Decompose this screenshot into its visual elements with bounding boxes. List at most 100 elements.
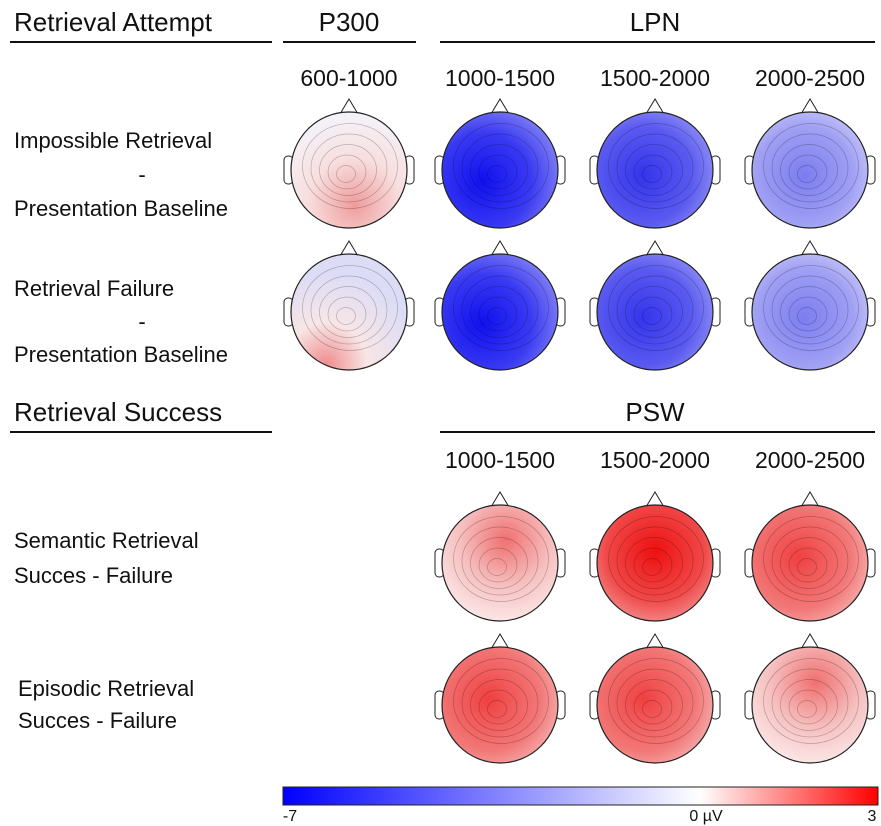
contour bbox=[625, 679, 683, 731]
window-label: 1000-1500 bbox=[445, 65, 555, 91]
colorbar: -7 0 µV 3 bbox=[282, 786, 879, 825]
scalp bbox=[751, 646, 869, 764]
contour bbox=[625, 537, 683, 589]
nose bbox=[800, 240, 820, 257]
topomap bbox=[434, 491, 566, 622]
contour bbox=[478, 296, 518, 332]
colorbar-label: 0 µV bbox=[689, 808, 723, 825]
contour bbox=[310, 133, 388, 203]
nose bbox=[490, 98, 510, 115]
section-title: Retrieval Attempt bbox=[14, 7, 213, 37]
nose bbox=[800, 633, 820, 650]
group-label: P300 bbox=[319, 7, 380, 37]
contour bbox=[788, 547, 828, 583]
contour bbox=[453, 123, 549, 209]
contour bbox=[771, 668, 849, 738]
colorbar-gradient bbox=[282, 786, 879, 806]
nose bbox=[645, 98, 665, 115]
row-label: - bbox=[138, 162, 145, 187]
scalp bbox=[751, 253, 869, 371]
contour bbox=[453, 658, 549, 744]
contour bbox=[487, 558, 507, 576]
scalp bbox=[596, 646, 714, 764]
window-label: 2000-2500 bbox=[755, 447, 865, 473]
row-label: Presentation Baseline bbox=[14, 196, 228, 221]
contour bbox=[470, 144, 528, 196]
contour bbox=[642, 165, 662, 183]
contour bbox=[478, 689, 518, 725]
contour bbox=[336, 165, 356, 183]
contour bbox=[797, 700, 817, 718]
scalp bbox=[441, 504, 559, 622]
contour bbox=[771, 133, 849, 203]
contour bbox=[788, 689, 828, 725]
scalp bbox=[441, 253, 559, 371]
nose bbox=[490, 240, 510, 257]
contour bbox=[797, 558, 817, 576]
topomap bbox=[283, 98, 415, 229]
colorbar-label: 3 bbox=[868, 808, 877, 825]
contour bbox=[608, 516, 704, 602]
colorbar-label: -7 bbox=[283, 808, 297, 825]
scalp bbox=[751, 504, 869, 622]
nose bbox=[490, 633, 510, 650]
contour bbox=[453, 516, 549, 602]
contour bbox=[616, 275, 694, 345]
window-label: 2000-2500 bbox=[755, 65, 865, 91]
window-label: 1000-1500 bbox=[445, 447, 555, 473]
section-title: Retrieval Success bbox=[14, 397, 222, 427]
contour bbox=[780, 537, 838, 589]
contour bbox=[797, 165, 817, 183]
scalp bbox=[596, 111, 714, 229]
group-label: PSW bbox=[625, 397, 685, 427]
row-label: Succes - Failure bbox=[18, 708, 177, 733]
contour bbox=[327, 154, 367, 190]
contour bbox=[642, 558, 662, 576]
contour bbox=[771, 526, 849, 596]
contour bbox=[461, 526, 539, 596]
contour bbox=[642, 700, 662, 718]
contour bbox=[608, 123, 704, 209]
row-label: Semantic Retrieval bbox=[14, 528, 199, 553]
contour bbox=[616, 133, 694, 203]
contour bbox=[625, 286, 683, 338]
contour bbox=[302, 123, 398, 209]
contour bbox=[336, 307, 356, 325]
nose bbox=[645, 240, 665, 257]
nose bbox=[490, 491, 510, 508]
contour bbox=[788, 296, 828, 332]
scalp bbox=[596, 504, 714, 622]
contour bbox=[616, 668, 694, 738]
topomap bbox=[434, 240, 566, 371]
contour bbox=[487, 700, 507, 718]
topomap bbox=[589, 98, 721, 229]
contour bbox=[763, 658, 859, 744]
contour bbox=[633, 689, 673, 725]
window-label: 600-1000 bbox=[300, 65, 397, 91]
group-label: LPN bbox=[630, 7, 681, 37]
contour bbox=[780, 144, 838, 196]
contour bbox=[771, 275, 849, 345]
topomap bbox=[434, 633, 566, 764]
contour bbox=[470, 679, 528, 731]
contour bbox=[633, 296, 673, 332]
contour bbox=[763, 516, 859, 602]
topomap bbox=[744, 98, 876, 229]
contour bbox=[461, 133, 539, 203]
contour bbox=[780, 679, 838, 731]
contour bbox=[327, 296, 367, 332]
contour bbox=[487, 165, 507, 183]
scalp bbox=[596, 253, 714, 371]
nose bbox=[800, 491, 820, 508]
contour bbox=[788, 154, 828, 190]
row-label: Episodic Retrieval bbox=[18, 676, 194, 701]
contour bbox=[608, 658, 704, 744]
nose bbox=[339, 98, 359, 115]
contour bbox=[625, 144, 683, 196]
topomaps bbox=[283, 98, 876, 764]
topomap bbox=[589, 491, 721, 622]
topomap bbox=[283, 240, 415, 371]
contour bbox=[461, 668, 539, 738]
contour bbox=[780, 286, 838, 338]
headers: Retrieval Attempt P300 LPN 600-1000 1000… bbox=[10, 7, 875, 733]
